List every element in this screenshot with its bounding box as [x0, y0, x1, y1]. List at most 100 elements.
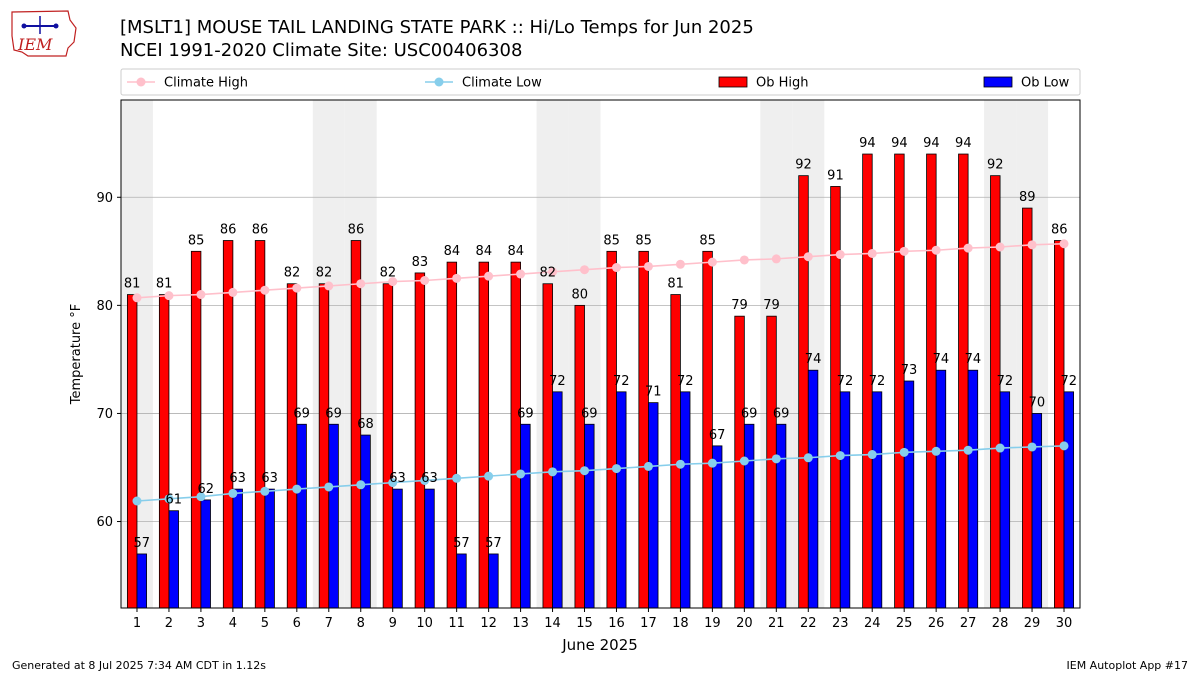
y-axis-label: Temperature °F: [69, 304, 84, 405]
ob-low-label-day-10: 63: [421, 471, 438, 486]
ob-high-label-day-29: 89: [1019, 190, 1036, 205]
ob-high-bar-day-5: [254, 240, 266, 609]
climate-high-point-day-28: [995, 242, 1005, 252]
ob-low-bar-day-26: [935, 369, 947, 609]
climate-high-point-day-17: [643, 261, 653, 271]
climate-high-point-day-14: [548, 267, 558, 277]
ob-low-label-day-5: 63: [261, 471, 278, 486]
climate-high-point-day-15: [580, 265, 590, 275]
climate-low-point-day-12: [484, 471, 494, 481]
ob-low-label-day-21: 69: [773, 406, 790, 421]
ob-low-label-day-15: 69: [581, 406, 598, 421]
x-tick-label-1: 1: [133, 616, 141, 631]
ob-low-bar-day-1: [136, 553, 147, 609]
ob-high-bar-day-27: [958, 153, 969, 609]
ob-high-label-day-10: 83: [412, 255, 429, 270]
ob-low-bar-day-17: [648, 402, 659, 609]
ob-low-bar-day-23: [839, 391, 851, 609]
ob-low-label-day-19: 67: [709, 428, 726, 443]
climate-low-point-day-20: [739, 456, 749, 466]
ob-high-label-day-28: 92: [987, 158, 1004, 173]
climate-low-point-day-9: [388, 478, 398, 488]
ob-high-label-day-23: 91: [827, 168, 844, 183]
ob-low-bar-day-20: [743, 423, 755, 609]
ob-high-label-day-30: 86: [1051, 223, 1068, 238]
climate-low-point-day-24: [867, 450, 877, 460]
climate-high-point-day-11: [452, 273, 462, 283]
x-tick-label-15: 15: [576, 616, 593, 631]
ob-low-bar-day-9: [392, 488, 403, 609]
climate-high-point-day-9: [388, 277, 398, 287]
legend-label-climate-high: Climate High: [164, 76, 248, 91]
x-tick-label-17: 17: [640, 616, 657, 631]
legend-label-climate-low: Climate Low: [462, 76, 542, 91]
ob-low-bar-day-22: [807, 369, 819, 609]
climate-high-point-day-24: [867, 248, 877, 258]
ob-low-bar-day-15: [584, 423, 595, 609]
ob-low-label-day-25: 73: [901, 363, 918, 378]
ob-high-bar-day-12: [478, 261, 490, 609]
chart-subtitle: NCEI 1991-2020 Climate Site: USC00406308: [120, 40, 523, 61]
ob-low-bar-day-10: [424, 488, 435, 609]
ob-low-label-day-9: 63: [389, 471, 406, 486]
ob-high-label-day-6: 82: [284, 266, 301, 281]
ob-high-label-day-26: 94: [923, 136, 940, 151]
legend-swatch-ob-low: [983, 76, 1013, 88]
climate-low-point-day-30: [1059, 441, 1069, 451]
climate-low-point-day-10: [420, 475, 430, 485]
x-tick-label-2: 2: [165, 616, 173, 631]
data-labels: 81 81 85 86 86 82 82 86 82 83 84 84 84 82 80 85 85 81 85 79…: [124, 136, 1077, 551]
ob-high-bar-day-15: [574, 304, 585, 609]
ob-low-bar-day-7: [328, 423, 339, 609]
ob-low-bar-day-19: [711, 445, 723, 609]
ob-low-bar-day-12: [488, 553, 499, 609]
climate-high-point-day-23: [835, 250, 845, 260]
ob-high-label-day-1: 81: [124, 277, 141, 292]
climate-low-point-day-11: [452, 473, 462, 483]
climate-high-point-day-27: [963, 243, 973, 253]
climate-high-point-day-2: [164, 291, 174, 301]
ob-high-bar-day-25: [894, 153, 905, 609]
ob-high-bar-day-23: [830, 186, 841, 609]
ob-high-bar-day-1: [126, 294, 138, 609]
climate-high-point-day-8: [356, 279, 366, 289]
ob-high-label-day-3: 85: [188, 233, 205, 248]
climate-low-point-day-25: [899, 447, 909, 457]
ob-low-bar-day-16: [616, 391, 627, 609]
bars: [126, 153, 1075, 609]
x-tick-label-5: 5: [261, 616, 269, 631]
ob-low-bar-day-18: [680, 391, 691, 609]
climate-high-point-day-29: [1027, 240, 1037, 250]
ob-high-label-day-11: 84: [444, 244, 461, 259]
climate-low-point-day-15: [580, 466, 590, 476]
legend-label-ob-low: Ob Low: [1021, 76, 1070, 91]
ob-low-bar-day-14: [552, 391, 563, 609]
ob-high-label-day-2: 81: [156, 277, 173, 292]
x-tick-label-13: 13: [512, 616, 529, 631]
ob-low-bar-day-21: [775, 423, 787, 609]
x-axis-label: June 2025: [561, 636, 638, 654]
ob-low-label-day-16: 72: [613, 374, 630, 389]
svg-text:IEM: IEM: [17, 35, 53, 54]
x-tick-label-16: 16: [608, 616, 625, 631]
ob-low-label-day-23: 72: [837, 374, 854, 389]
app-note: IEM Autoplot App #17: [1066, 659, 1189, 672]
x-tick-label-22: 22: [800, 616, 817, 631]
x-tick-label-30: 30: [1056, 616, 1073, 631]
ob-low-bar-day-11: [456, 553, 467, 609]
ob-low-bar-day-6: [296, 423, 307, 609]
climate-low-point-day-4: [228, 488, 238, 498]
climate-high-point-day-3: [196, 290, 206, 300]
ob-low-label-day-28: 72: [997, 374, 1014, 389]
climate-high-point-day-10: [420, 276, 430, 286]
ob-low-bar-day-27: [967, 369, 979, 609]
ob-high-label-day-25: 94: [891, 136, 908, 151]
ob-high-label-day-19: 85: [699, 233, 716, 248]
ob-low-bar-day-5: [264, 488, 275, 609]
ob-low-label-day-7: 69: [325, 406, 342, 421]
ob-low-label-day-24: 72: [869, 374, 886, 389]
ob-high-bar-day-30: [1054, 240, 1065, 609]
climate-low-point-day-28: [995, 443, 1005, 453]
x-tick-label-6: 6: [293, 616, 301, 631]
